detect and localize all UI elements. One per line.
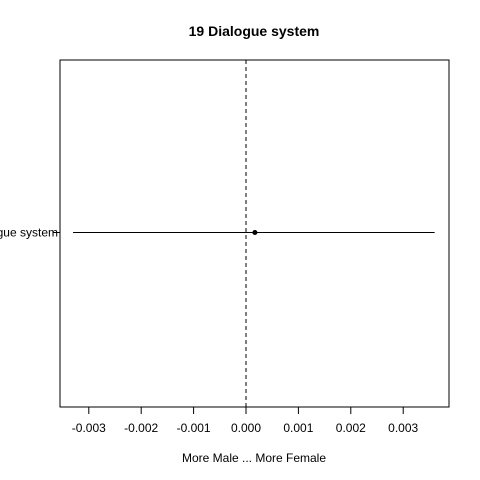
x-axis: -0.003 -0.002 -0.001 0.000 0.001 0.002 0.003: [72, 407, 419, 435]
x-tick-label: -0.001: [177, 421, 211, 435]
x-tick-label: 0.002: [336, 421, 366, 435]
chart-title: 19 Dialogue system: [189, 23, 320, 39]
row-label: Dialogue system: [0, 226, 58, 240]
x-axis-label: More Male ... More Female: [182, 451, 326, 465]
point-estimate: [252, 230, 257, 235]
x-tick-label: 0.000: [231, 421, 261, 435]
x-tick-label: -0.002: [124, 421, 158, 435]
rows: Dialogue system: [0, 226, 435, 240]
x-tick-label: 0.003: [388, 421, 418, 435]
x-tick-label: -0.003: [72, 421, 106, 435]
x-tick-label: 0.001: [283, 421, 313, 435]
